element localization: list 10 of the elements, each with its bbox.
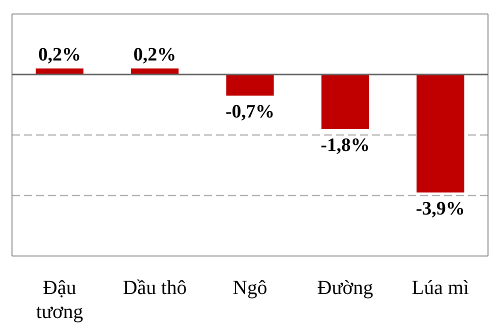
data-label: -3,9% — [416, 198, 465, 220]
x-tick-label: Đường — [317, 277, 374, 299]
data-label: 0,2% — [133, 44, 176, 66]
x-tick-label: Lúa mì — [412, 277, 470, 299]
x-tick-label: Dầu thô — [122, 277, 187, 299]
data-label: -1,8% — [320, 134, 370, 156]
data-label: -0,7% — [225, 102, 275, 123]
data-label: 0,2% — [38, 44, 81, 66]
x-tick-label: Ngô — [232, 277, 268, 299]
x-tick-label: Đậu tương — [36, 277, 84, 323]
